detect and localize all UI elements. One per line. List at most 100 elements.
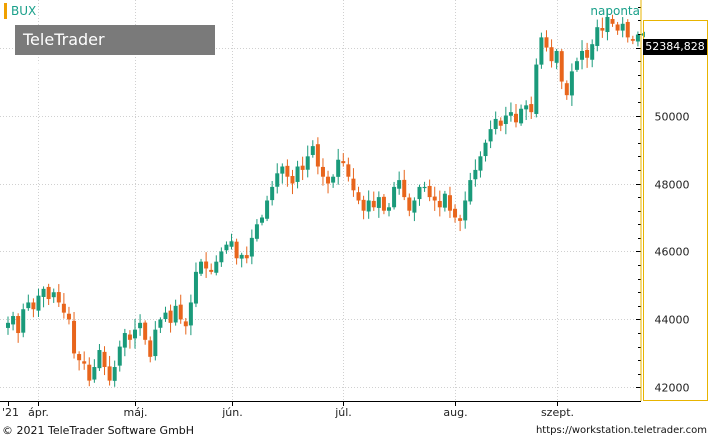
candle-body [412, 200, 417, 213]
candle-body [341, 161, 346, 164]
candle-body [361, 199, 366, 211]
candle [483, 139, 488, 162]
candle-body [397, 180, 402, 189]
candle-body [371, 200, 376, 208]
candle-body [280, 166, 285, 174]
candle-body [305, 156, 310, 170]
candle-body [234, 241, 239, 259]
candle [615, 21, 620, 35]
candle-body [229, 241, 234, 247]
candle [539, 32, 544, 69]
candle-body [148, 340, 153, 357]
candle-body [605, 16, 610, 33]
candle-body [122, 333, 127, 348]
candle-body [6, 322, 10, 328]
source-url[interactable]: https://workstation.teletrader.com [535, 425, 707, 436]
candle-body [524, 105, 529, 110]
candle [188, 294, 193, 336]
candlestick-series [6, 8, 645, 387]
candle [412, 197, 417, 222]
candle [381, 194, 386, 215]
candle-body [580, 50, 585, 60]
candle-body [519, 108, 524, 124]
candle-body [564, 83, 569, 96]
candle [275, 163, 280, 194]
candle [331, 174, 336, 188]
candle-body [36, 295, 41, 311]
candle [387, 203, 391, 217]
candle-body [310, 146, 315, 155]
candle-body [351, 178, 356, 191]
candle [427, 179, 432, 202]
candle-body [265, 200, 270, 219]
y-tick-label: 48000 [655, 179, 690, 192]
logo-light-text: TeleTrader [23, 30, 105, 49]
period-label: naponta [590, 4, 640, 18]
candle [447, 186, 452, 218]
candle-body [529, 104, 534, 113]
x-tick-label: '21 [2, 406, 19, 419]
candle [127, 330, 132, 349]
candle [397, 171, 402, 195]
candle [300, 156, 305, 181]
candle [305, 145, 310, 178]
price-axis-frame [643, 20, 708, 401]
candle-body [635, 34, 640, 42]
candle-body [569, 71, 574, 96]
x-tick-label: máj. [123, 406, 147, 419]
candle [320, 158, 325, 186]
candle [417, 184, 422, 206]
candle [458, 214, 463, 232]
candle-body [178, 304, 183, 320]
candle-body [610, 18, 615, 24]
candle [453, 204, 458, 223]
candle [600, 17, 605, 38]
candle-body [503, 115, 508, 125]
candle-body [437, 200, 442, 208]
candle [437, 190, 442, 217]
candle [260, 214, 264, 226]
candle-body [249, 237, 254, 257]
candle [138, 314, 143, 336]
candle [310, 140, 315, 158]
candle [87, 357, 92, 387]
candle [72, 311, 77, 359]
candle-body [31, 302, 36, 310]
candle [361, 195, 366, 220]
candle-body [158, 319, 163, 328]
candle-body [392, 186, 397, 208]
candle [630, 35, 635, 45]
candle [407, 193, 412, 217]
candle-body [193, 271, 198, 304]
candle [193, 262, 198, 308]
candle-body [387, 207, 391, 211]
candle [46, 283, 51, 306]
candle [503, 106, 508, 135]
candle [249, 229, 254, 265]
candle [199, 258, 204, 276]
candle-body [514, 113, 518, 123]
last-price-badge: 52384,828 [643, 39, 707, 55]
candle-body [534, 64, 539, 114]
candle [498, 117, 503, 132]
candle [473, 159, 478, 187]
candle [143, 320, 148, 345]
x-axis: '21 ápr. máj. jún. júl. aug. szept. [2, 401, 574, 419]
candle-body [77, 354, 82, 361]
candle [610, 14, 615, 27]
candle [122, 328, 127, 357]
candle-body [488, 129, 493, 142]
candle [183, 317, 188, 335]
candle [519, 104, 524, 126]
candle-body [254, 224, 259, 239]
candle [112, 360, 117, 387]
candle-body [326, 176, 331, 184]
candle-body [188, 302, 193, 326]
candle [11, 311, 16, 331]
candle-body [554, 50, 559, 63]
candle [620, 17, 625, 38]
candle-body [107, 366, 112, 381]
candle-body [473, 169, 478, 180]
candle [148, 336, 153, 363]
candle-body [275, 173, 280, 187]
